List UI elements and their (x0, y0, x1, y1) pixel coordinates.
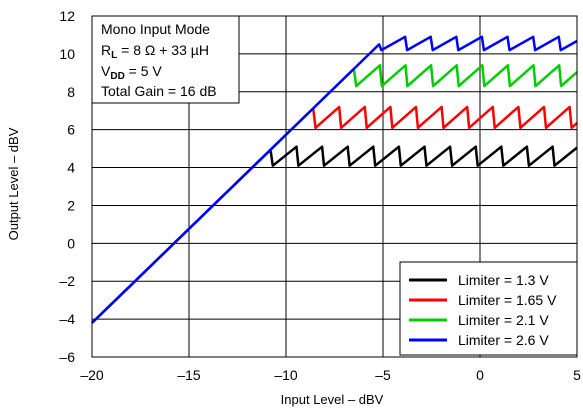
x-axis-label: Input Level – dBV (281, 392, 384, 407)
y-tick-label: –2 (59, 273, 75, 289)
series-limiter-1-65v (91, 105, 578, 324)
series-limiter-1-3v (91, 145, 578, 324)
annotation-box: Mono Input Mode RL = 8 Ω + 33 µH VDD = 5… (91, 15, 240, 104)
legend-label-1-65v: Limiter = 1.65 V (458, 292, 557, 308)
legend: Limiter = 1.3 V Limiter = 1.65 V Limiter… (399, 261, 578, 356)
x-tick-label: –5 (375, 367, 391, 383)
series-limiter-2-1v (91, 64, 578, 324)
y-tick-label: 2 (67, 197, 75, 213)
legend-label-2-1v: Limiter = 2.1 V (458, 312, 549, 328)
annotation-load: RL = 8 Ω + 33 µH (101, 42, 209, 61)
y-tick-label: –6 (59, 349, 75, 365)
x-tick-label: 5 (573, 367, 581, 383)
x-tick-label: 0 (476, 367, 484, 383)
annotation-gain: Total Gain = 16 dB (101, 83, 217, 99)
legend-label-2-6v: Limiter = 2.6 V (458, 332, 549, 348)
x-tick-label: –20 (80, 367, 104, 383)
y-tick-label: 4 (67, 160, 75, 176)
series-limiter-2-6v (91, 35, 578, 324)
grid (91, 15, 578, 358)
y-tick-label: 0 (67, 235, 75, 251)
y-tick-label: 12 (59, 8, 75, 24)
series-lines (91, 35, 578, 324)
y-tick-label: –4 (59, 311, 75, 327)
x-tick-label: –15 (177, 367, 201, 383)
y-tick-label: 6 (67, 122, 75, 138)
y-tick-label: 10 (59, 46, 75, 62)
y-axis-label: Output Level – dBV (6, 127, 21, 240)
y-tick-label: 8 (67, 84, 75, 100)
plot-frame (91, 15, 578, 358)
annotation-mode: Mono Input Mode (101, 21, 210, 37)
x-tick-label: –10 (274, 367, 298, 383)
legend-label-1-3v: Limiter = 1.3 V (458, 272, 549, 288)
annotation-supply: VDD = 5 V (101, 63, 162, 82)
